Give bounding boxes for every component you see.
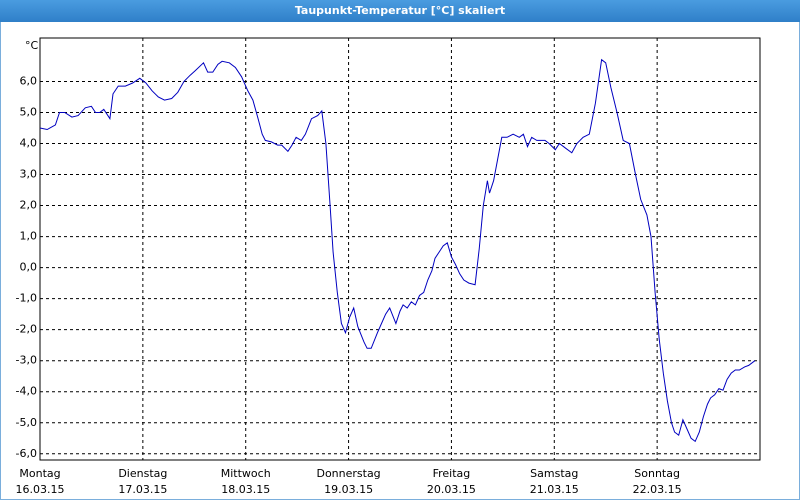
x-tick-day: Montag xyxy=(19,467,60,480)
x-tick-day: Donnerstag xyxy=(316,467,380,480)
x-tick-date: 18.03.15 xyxy=(221,483,270,496)
x-tick-date: 20.03.15 xyxy=(427,483,476,496)
y-tick-label: -5,0 xyxy=(16,416,37,429)
unit-label: °C xyxy=(25,39,39,52)
x-tick-day: Freitag xyxy=(433,467,471,480)
plot-frame xyxy=(39,37,761,461)
data-line xyxy=(39,58,756,443)
x-tick-date: 22.03.15 xyxy=(633,483,682,496)
x-tick-day: Sonntag xyxy=(634,467,680,480)
y-tick-label: 6,0 xyxy=(20,74,38,87)
y-tick-label: 5,0 xyxy=(20,105,38,118)
y-tick-label: 0,0 xyxy=(20,261,38,274)
x-tick-date: 17.03.15 xyxy=(118,483,167,496)
y-tick-label: -3,0 xyxy=(16,354,37,367)
title-bar xyxy=(0,0,800,22)
x-tick-date: 21.03.15 xyxy=(530,483,579,496)
x-tick-day: Mittwoch xyxy=(221,467,271,480)
y-tick-label: 2,0 xyxy=(20,199,38,212)
x-tick-day: Samstag xyxy=(530,467,578,480)
window-title: Taupunkt-Temperatur [°C] skaliert xyxy=(295,4,505,17)
x-tick-day: Dienstag xyxy=(118,467,167,480)
x-tick-date: 19.03.15 xyxy=(324,483,373,496)
y-tick-label: -1,0 xyxy=(16,292,37,305)
y-tick-label: 3,0 xyxy=(20,168,38,181)
x-tick-date: 16.03.15 xyxy=(16,483,65,496)
y-tick-label: -4,0 xyxy=(16,385,37,398)
y-tick-label: 1,0 xyxy=(20,230,38,243)
y-tick-label: -6,0 xyxy=(16,447,37,460)
y-tick-label: 4,0 xyxy=(20,137,38,150)
y-tick-label: -2,0 xyxy=(16,323,37,336)
